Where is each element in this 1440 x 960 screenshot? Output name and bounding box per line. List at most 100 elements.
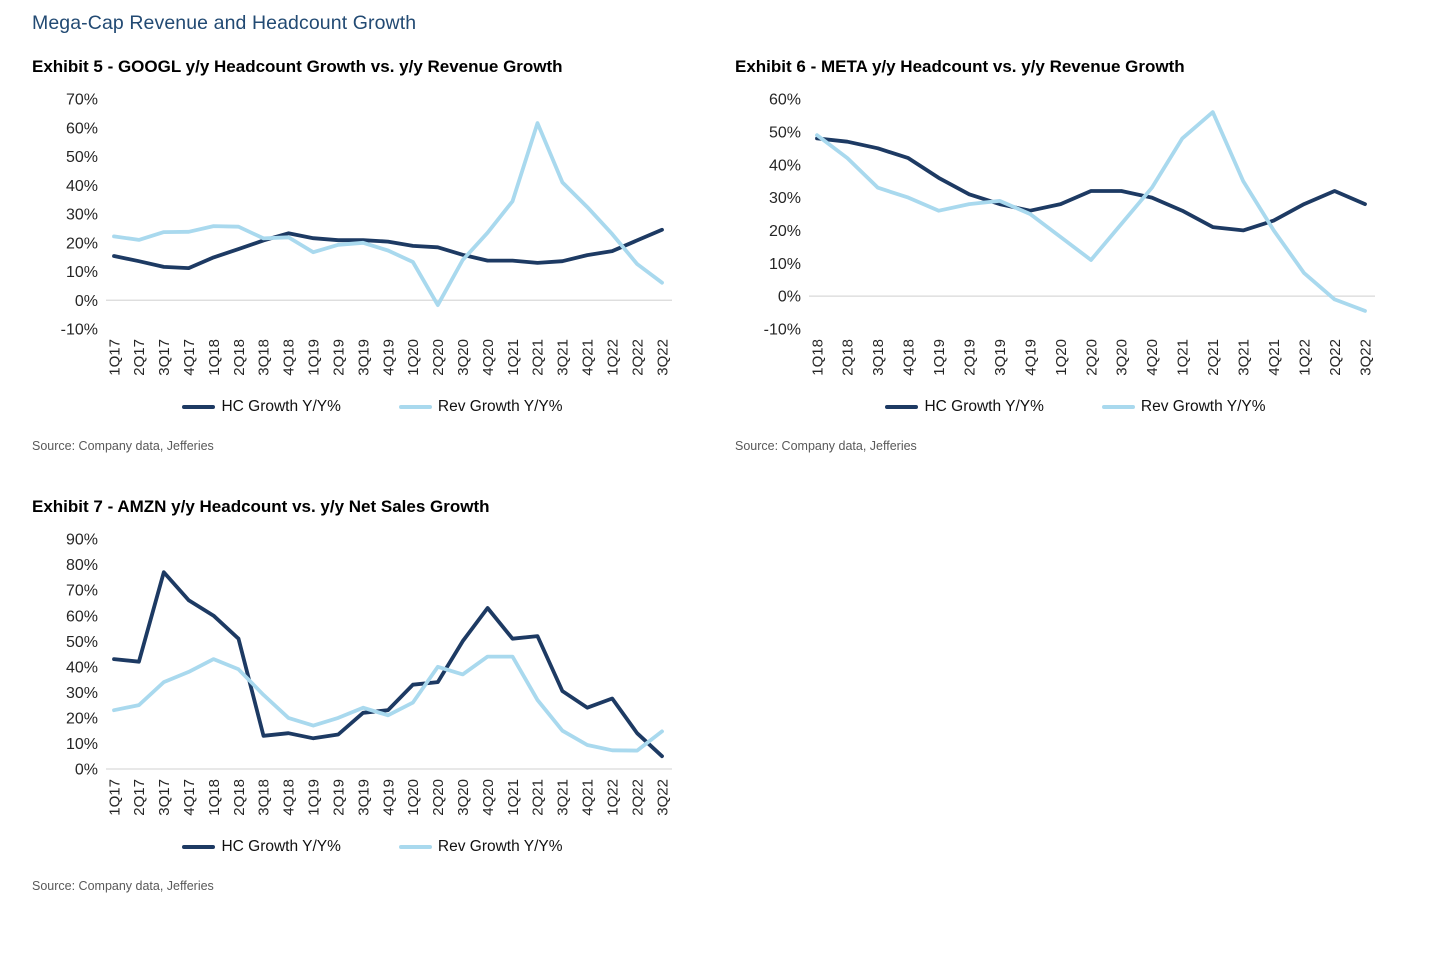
x-axis-tick-label: 2Q17 (131, 339, 148, 376)
x-axis-tick-label: 4Q20 (1144, 339, 1161, 376)
x-axis-tick-label: 1Q19 (306, 339, 323, 376)
x-axis-tick-label: 2Q19 (330, 779, 347, 816)
x-axis-tick-label: 2Q20 (430, 779, 447, 816)
legend-item-hc-growth: HC Growth Y/Y% (182, 398, 341, 416)
chart-title: Exhibit 7 - AMZN y/y Headcount vs. y/y N… (32, 497, 490, 516)
x-axis-tick-label: 3Q19 (355, 779, 372, 816)
y-axis-tick-label: 50% (66, 149, 98, 166)
x-axis-tick-label: 4Q19 (380, 779, 397, 816)
legend-label: Rev Growth Y/Y% (437, 838, 563, 855)
x-axis-tick-label: 3Q17 (156, 779, 173, 816)
x-axis-tick-label: 2Q22 (629, 339, 646, 376)
x-axis-tick-label: 2Q17 (131, 779, 148, 816)
x-axis-tick-label: 2Q22 (1327, 339, 1344, 376)
x-axis-tick-label: 2Q19 (330, 339, 347, 376)
y-axis-tick-label: 80% (66, 557, 98, 574)
x-axis-tick-label: 1Q18 (206, 779, 223, 816)
chart-legend: HC Growth Y/Y% Rev Growth Y/Y% (65, 397, 680, 417)
y-axis-tick-label: 70% (66, 92, 98, 109)
y-axis-tick-label: -10% (764, 322, 801, 339)
x-axis-tick-label: 2Q21 (530, 339, 547, 376)
legend-label: Rev Growth Y/Y% (437, 398, 563, 415)
x-axis-tick-label: 3Q20 (455, 779, 472, 816)
x-axis-tick-label: 1Q21 (505, 339, 522, 376)
x-axis-tick-label: 4Q20 (480, 779, 497, 816)
x-axis-tick-label: 1Q18 (206, 339, 223, 376)
x-axis-tick-label: 1Q22 (604, 779, 621, 816)
y-axis-tick-label: 10% (66, 736, 98, 753)
chart-title: Exhibit 6 - META y/y Headcount vs. y/y R… (735, 57, 1185, 76)
x-axis-tick-label: 2Q20 (1083, 339, 1100, 376)
legend-item-hc-growth: HC Growth Y/Y% (885, 398, 1044, 416)
y-axis-tick-label: 60% (66, 120, 98, 137)
y-axis-tick-label: 10% (769, 256, 801, 273)
x-axis-tick-label: 1Q22 (1296, 339, 1313, 376)
y-axis-tick-label: -10% (61, 322, 98, 339)
y-axis-tick-label: 30% (66, 685, 98, 702)
x-axis-tick-label: 4Q18 (901, 339, 918, 376)
chart-googl: Exhibit 5 - GOOGL y/y Headcount Growth v… (32, 56, 680, 453)
y-axis-tick-label: 20% (769, 223, 801, 240)
x-axis-tick-label: 1Q19 (931, 339, 948, 376)
y-axis-tick-label: 30% (769, 190, 801, 207)
y-axis-tick-label: 50% (66, 634, 98, 651)
x-axis-tick-label: 2Q21 (1205, 339, 1222, 376)
x-axis-tick-label: 2Q18 (231, 339, 248, 376)
y-axis-tick-label: 20% (66, 710, 98, 727)
x-axis-tick-label: 3Q21 (555, 339, 572, 376)
x-axis-tick-label: 4Q19 (380, 339, 397, 376)
x-axis-tick-label: 4Q18 (281, 339, 298, 376)
x-axis-tick-label: 1Q20 (405, 339, 422, 376)
chart-legend: HC Growth Y/Y% Rev Growth Y/Y% (65, 837, 680, 857)
x-axis-tick-label: 4Q19 (1022, 339, 1039, 376)
x-axis-tick-label: 4Q21 (1266, 339, 1283, 376)
x-axis-tick-label: 1Q17 (106, 779, 123, 816)
x-axis-tick-label: 3Q18 (256, 779, 273, 816)
x-axis-tick-label: 3Q20 (1114, 339, 1131, 376)
hc-growth-swatch-icon (182, 404, 216, 410)
y-axis-tick-label: 60% (66, 608, 98, 625)
x-axis-tick-label: 1Q22 (604, 339, 621, 376)
x-axis-tick-label: 2Q19 (961, 339, 978, 376)
x-axis-tick-label: 3Q19 (355, 339, 372, 376)
legend-label: HC Growth Y/Y% (221, 838, 341, 855)
source-note: Source: Company data, Jefferies (735, 439, 917, 453)
y-axis-tick-label: 0% (778, 289, 801, 306)
y-axis-tick-label: 40% (66, 659, 98, 676)
y-axis-tick-label: 90% (66, 532, 98, 549)
chart-legend: HC Growth Y/Y% Rev Growth Y/Y% (768, 397, 1383, 417)
line-chart-plot: 90% 80% 70% 60% 50% 40% 30% 20% 10% 0% 1Q17 2Q17 3Q1… (66, 532, 672, 816)
x-axis-tick-label: 3Q18 (870, 339, 887, 376)
legend-item-rev-growth: Rev Growth Y/Y% (1101, 398, 1266, 416)
source-note: Source: Company data, Jefferies (32, 439, 214, 453)
x-axis-tick-label: 3Q20 (455, 339, 472, 376)
chart-title: Exhibit 5 - GOOGL y/y Headcount Growth v… (32, 57, 563, 76)
x-axis-tick-label: 1Q17 (106, 339, 123, 376)
x-axis-tick-label: 2Q22 (629, 779, 646, 816)
x-axis-tick-label: 4Q20 (480, 339, 497, 376)
y-axis-tick-label: 70% (66, 583, 98, 600)
legend-label: HC Growth Y/Y% (221, 398, 341, 415)
x-axis-tick-label: 3Q22 (654, 779, 671, 816)
hc-growth-swatch-icon (885, 404, 919, 410)
x-axis-tick-label: 4Q17 (181, 339, 198, 376)
y-axis-tick-label: 60% (769, 92, 801, 109)
legend-label: HC Growth Y/Y% (924, 398, 1044, 415)
legend-item-hc-growth: HC Growth Y/Y% (182, 838, 341, 856)
x-axis-tick-label: 1Q18 (809, 339, 826, 376)
rev-growth-swatch-icon (398, 844, 432, 850)
hc-growth-line (112, 227, 664, 271)
y-axis-tick-label: 40% (769, 157, 801, 174)
legend-item-rev-growth: Rev Growth Y/Y% (398, 398, 563, 416)
x-axis-tick-label: 3Q18 (256, 339, 273, 376)
x-axis-tick-label: 2Q21 (530, 779, 547, 816)
rev-growth-line (112, 654, 664, 753)
hc-growth-line (815, 136, 1367, 233)
y-axis-tick-label: 50% (769, 124, 801, 141)
page-title: Mega-Cap Revenue and Headcount Growth (32, 12, 417, 34)
chart-amzn: Exhibit 7 - AMZN y/y Headcount vs. y/y N… (32, 496, 680, 893)
x-axis-tick-label: 1Q21 (1175, 339, 1192, 376)
x-axis-tick-label: 3Q22 (654, 339, 671, 376)
x-axis-tick-label: 2Q18 (840, 339, 857, 376)
rev-growth-swatch-icon (398, 404, 432, 410)
